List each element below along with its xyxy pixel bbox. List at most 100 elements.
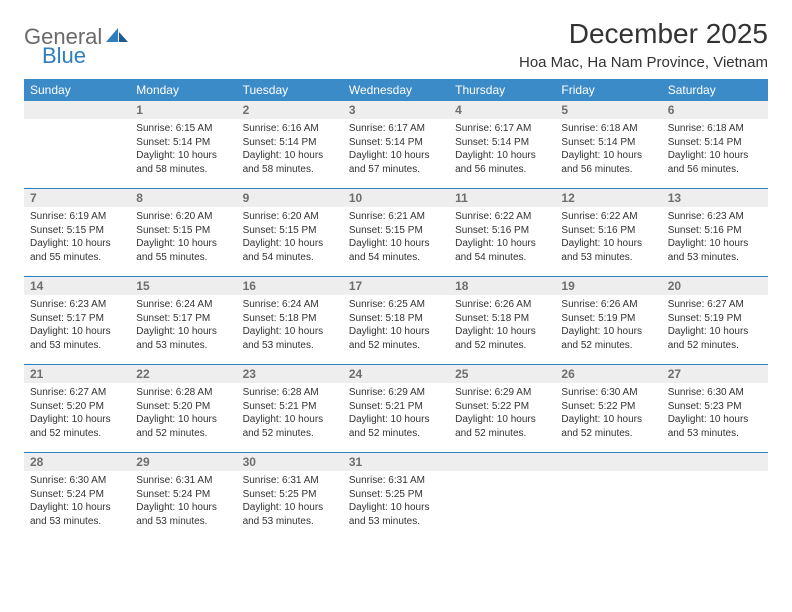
daylight-text: and 52 minutes. <box>30 427 124 441</box>
day-number-cell: 21 <box>24 365 130 384</box>
daylight-text: and 52 minutes. <box>455 427 549 441</box>
day-detail-row: Sunrise: 6:23 AMSunset: 5:17 PMDaylight:… <box>24 295 768 365</box>
day-detail-cell <box>449 471 555 540</box>
day-detail-row: Sunrise: 6:15 AMSunset: 5:14 PMDaylight:… <box>24 119 768 189</box>
sunset-text: Sunset: 5:22 PM <box>561 400 655 414</box>
sunset-text: Sunset: 5:24 PM <box>30 488 124 502</box>
day-number-cell: 11 <box>449 189 555 208</box>
daylight-text: and 53 minutes. <box>136 339 230 353</box>
daylight-text: and 56 minutes. <box>668 163 762 177</box>
day-detail-cell: Sunrise: 6:28 AMSunset: 5:20 PMDaylight:… <box>130 383 236 453</box>
day-number-cell: 2 <box>237 101 343 119</box>
day-number-cell <box>24 101 130 119</box>
sunset-text: Sunset: 5:20 PM <box>136 400 230 414</box>
day-detail-cell: Sunrise: 6:26 AMSunset: 5:19 PMDaylight:… <box>555 295 661 365</box>
day-detail-cell: Sunrise: 6:17 AMSunset: 5:14 PMDaylight:… <box>449 119 555 189</box>
daylight-text: and 53 minutes. <box>561 251 655 265</box>
daylight-text: Daylight: 10 hours <box>243 413 337 427</box>
day-number-cell: 1 <box>130 101 236 119</box>
sunrise-text: Sunrise: 6:30 AM <box>668 386 762 400</box>
sunrise-text: Sunrise: 6:21 AM <box>349 210 443 224</box>
day-detail-cell: Sunrise: 6:30 AMSunset: 5:24 PMDaylight:… <box>24 471 130 540</box>
sunset-text: Sunset: 5:20 PM <box>30 400 124 414</box>
daylight-text: Daylight: 10 hours <box>349 413 443 427</box>
day-number-cell: 20 <box>662 277 768 296</box>
day-detail-cell <box>24 119 130 189</box>
sunset-text: Sunset: 5:15 PM <box>30 224 124 238</box>
daylight-text: Daylight: 10 hours <box>561 149 655 163</box>
day-number-cell: 31 <box>343 453 449 472</box>
daylight-text: and 53 minutes. <box>668 427 762 441</box>
sunrise-text: Sunrise: 6:27 AM <box>668 298 762 312</box>
day-detail-cell: Sunrise: 6:30 AMSunset: 5:23 PMDaylight:… <box>662 383 768 453</box>
day-number-row: 78910111213 <box>24 189 768 208</box>
day-number-cell: 27 <box>662 365 768 384</box>
sunset-text: Sunset: 5:16 PM <box>561 224 655 238</box>
day-detail-cell: Sunrise: 6:28 AMSunset: 5:21 PMDaylight:… <box>237 383 343 453</box>
day-number-cell: 8 <box>130 189 236 208</box>
sunrise-text: Sunrise: 6:28 AM <box>136 386 230 400</box>
sunrise-text: Sunrise: 6:18 AM <box>561 122 655 136</box>
sunset-text: Sunset: 5:18 PM <box>455 312 549 326</box>
daylight-text: and 52 minutes. <box>561 339 655 353</box>
daylight-text: and 56 minutes. <box>561 163 655 177</box>
calendar-page: General December 2025 Hoa Mac, Ha Nam Pr… <box>0 0 792 558</box>
daylight-text: Daylight: 10 hours <box>455 325 549 339</box>
sunrise-text: Sunrise: 6:31 AM <box>136 474 230 488</box>
daylight-text: and 52 minutes. <box>349 339 443 353</box>
daylight-text: and 54 minutes. <box>243 251 337 265</box>
day-number-row: 21222324252627 <box>24 365 768 384</box>
day-detail-cell: Sunrise: 6:15 AMSunset: 5:14 PMDaylight:… <box>130 119 236 189</box>
daylight-text: and 53 minutes. <box>243 515 337 529</box>
day-detail-cell: Sunrise: 6:20 AMSunset: 5:15 PMDaylight:… <box>130 207 236 277</box>
sunset-text: Sunset: 5:14 PM <box>561 136 655 150</box>
day-number-cell: 30 <box>237 453 343 472</box>
sunset-text: Sunset: 5:19 PM <box>668 312 762 326</box>
sunrise-text: Sunrise: 6:26 AM <box>561 298 655 312</box>
daylight-text: Daylight: 10 hours <box>243 325 337 339</box>
daylight-text: Daylight: 10 hours <box>30 237 124 251</box>
day-number-cell: 14 <box>24 277 130 296</box>
daylight-text: and 52 minutes. <box>136 427 230 441</box>
day-detail-cell: Sunrise: 6:22 AMSunset: 5:16 PMDaylight:… <box>449 207 555 277</box>
sunrise-text: Sunrise: 6:18 AM <box>668 122 762 136</box>
day-number-cell: 29 <box>130 453 236 472</box>
day-detail-cell: Sunrise: 6:30 AMSunset: 5:22 PMDaylight:… <box>555 383 661 453</box>
day-number-cell: 9 <box>237 189 343 208</box>
sunset-text: Sunset: 5:25 PM <box>243 488 337 502</box>
daylight-text: Daylight: 10 hours <box>455 413 549 427</box>
sunset-text: Sunset: 5:14 PM <box>136 136 230 150</box>
day-detail-cell: Sunrise: 6:18 AMSunset: 5:14 PMDaylight:… <box>555 119 661 189</box>
daylight-text: and 52 minutes. <box>561 427 655 441</box>
sunset-text: Sunset: 5:19 PM <box>561 312 655 326</box>
sunset-text: Sunset: 5:22 PM <box>455 400 549 414</box>
day-number-cell: 16 <box>237 277 343 296</box>
weekday-header: Thursday <box>449 79 555 101</box>
sunset-text: Sunset: 5:18 PM <box>349 312 443 326</box>
daylight-text: Daylight: 10 hours <box>136 413 230 427</box>
day-number-cell: 4 <box>449 101 555 119</box>
day-detail-cell: Sunrise: 6:17 AMSunset: 5:14 PMDaylight:… <box>343 119 449 189</box>
day-number-cell: 24 <box>343 365 449 384</box>
daylight-text: and 53 minutes. <box>349 515 443 529</box>
daylight-text: Daylight: 10 hours <box>668 237 762 251</box>
daylight-text: Daylight: 10 hours <box>349 501 443 515</box>
daylight-text: Daylight: 10 hours <box>349 237 443 251</box>
sunrise-text: Sunrise: 6:28 AM <box>243 386 337 400</box>
day-number-row: 123456 <box>24 101 768 119</box>
day-number-cell <box>555 453 661 472</box>
day-number-cell: 23 <box>237 365 343 384</box>
daylight-text: Daylight: 10 hours <box>455 149 549 163</box>
daylight-text: and 53 minutes. <box>30 515 124 529</box>
day-detail-row: Sunrise: 6:30 AMSunset: 5:24 PMDaylight:… <box>24 471 768 540</box>
sunset-text: Sunset: 5:21 PM <box>349 400 443 414</box>
daylight-text: and 54 minutes. <box>349 251 443 265</box>
sunrise-text: Sunrise: 6:27 AM <box>30 386 124 400</box>
day-number-row: 14151617181920 <box>24 277 768 296</box>
daylight-text: and 55 minutes. <box>30 251 124 265</box>
sunset-text: Sunset: 5:14 PM <box>668 136 762 150</box>
day-number-cell: 13 <box>662 189 768 208</box>
daylight-text: Daylight: 10 hours <box>30 501 124 515</box>
daylight-text: and 53 minutes. <box>136 515 230 529</box>
day-detail-cell: Sunrise: 6:21 AMSunset: 5:15 PMDaylight:… <box>343 207 449 277</box>
